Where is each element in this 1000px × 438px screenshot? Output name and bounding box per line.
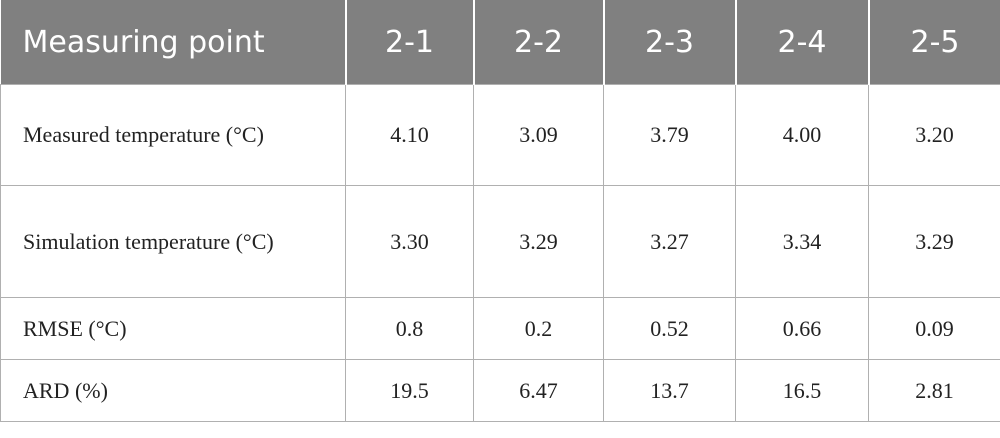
data-table: Measuring point 2-1 2-2 2-3 2-4 2-5 Measured … [0,0,1000,422]
cell-value: 2.81 [868,359,1000,422]
header-cell: 2-4 [734,0,869,85]
table-body: Measured temperature (°C) 4.10 3.09 3.79 4.0… [0,84,1000,422]
cell-value: 3.09 [473,84,604,186]
header-row: Measuring point 2-1 2-2 2-3 2-4 2-5 [0,0,1000,85]
cell-value: 16.5 [735,359,869,422]
cell-value: 3.29 [868,185,1000,298]
cell-value: 0.66 [735,297,869,360]
header-cell: Measuring point [0,0,346,85]
header-cell: 2-5 [867,0,1000,85]
cell-value: 0.52 [603,297,736,360]
table-row: Simulation temperature (°C) 3.30 3.29 3.27 3… [0,185,1000,298]
header-cell: 2-3 [602,0,736,85]
cell-value: 6.47 [473,359,604,422]
row-label: Measured temperature (°C) [0,84,346,186]
header-cell: 2-1 [344,0,474,85]
cell-value: 13.7 [603,359,736,422]
cell-value: 3.34 [735,185,869,298]
row-label: ARD (%) [0,359,346,422]
cell-value: 0.09 [868,297,1000,360]
cell-value: 4.10 [345,84,474,186]
cell-value: 3.79 [603,84,736,186]
cell-value: 4.00 [735,84,869,186]
table-row: ARD (%) 19.5 6.47 13.7 16.5 2.81 [0,359,1000,422]
cell-value: 3.29 [473,185,604,298]
cell-value: 3.30 [345,185,474,298]
cell-value: 3.27 [603,185,736,298]
table-row: RMSE (°C) 0.8 0.2 0.52 0.66 0.09 [0,297,1000,360]
cell-value: 0.2 [473,297,604,360]
cell-value: 3.20 [868,84,1000,186]
row-label: RMSE (°C) [0,297,346,360]
cell-value: 19.5 [345,359,474,422]
cell-value: 0.8 [345,297,474,360]
header-cell: 2-2 [472,0,604,85]
table-row: Measured temperature (°C) 4.10 3.09 3.79 4.0… [0,84,1000,186]
row-label: Simulation temperature (°C) [0,185,346,298]
